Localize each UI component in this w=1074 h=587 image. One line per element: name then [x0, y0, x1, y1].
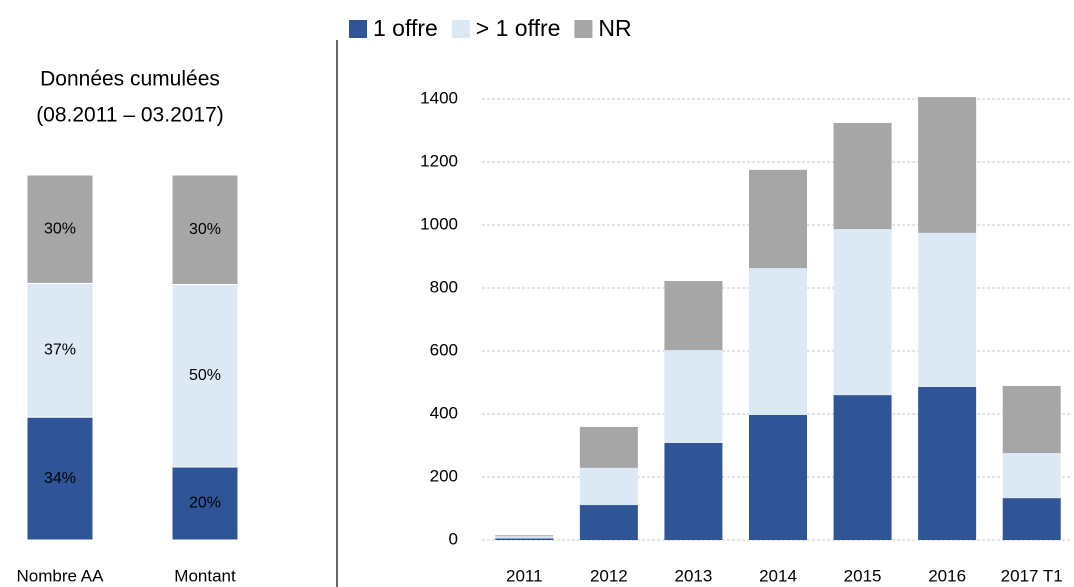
x-tick-label: 2017 T1: [1001, 566, 1063, 585]
bar-segment: [664, 442, 723, 540]
legend-swatch: [574, 20, 593, 38]
bar-segment: [1002, 453, 1061, 499]
data-label: 50%: [189, 367, 221, 384]
bar-segment: [171, 284, 239, 468]
bar-segment: [495, 538, 554, 540]
bar-segment: [495, 535, 554, 537]
bar-segment: [918, 232, 977, 387]
chart-title: Données cumulées: [40, 68, 220, 91]
bar-segment: [171, 466, 239, 541]
data-label: 34%: [44, 470, 76, 487]
x-tick-label: Montant: [174, 566, 236, 585]
bar-segment: [918, 386, 977, 540]
y-tick-label: 0: [449, 529, 458, 548]
bar-segment: [579, 467, 638, 506]
chart-title: (08.2011 – 03.2017): [36, 104, 224, 127]
y-tick-label: 1200: [420, 151, 458, 170]
bar-segment: [579, 505, 638, 540]
bar-segment: [664, 350, 723, 443]
data-label: 30%: [189, 221, 221, 238]
bar-segment: [833, 395, 892, 540]
data-label: 37%: [44, 341, 76, 358]
bar-segment: [833, 229, 892, 396]
y-tick-label: 1000: [420, 214, 458, 233]
x-tick-label: 2011: [506, 566, 543, 585]
y-tick-label: 200: [430, 466, 458, 485]
x-tick-label: 2012: [590, 566, 628, 585]
legend-swatch: [349, 20, 367, 38]
y-tick-label: 1400: [420, 88, 458, 107]
bar-segment: [749, 169, 807, 269]
bar-segment: [749, 268, 807, 415]
bar-segment: [749, 414, 807, 540]
bar-segment: [26, 174, 94, 284]
legend-label: 1 offre: [373, 15, 438, 41]
bar-segment: [918, 97, 977, 233]
x-tick-label: 2013: [675, 566, 713, 585]
y-tick-label: 800: [430, 277, 458, 296]
x-tick-label: Nombre AA: [17, 566, 105, 585]
x-tick-label: 2016: [928, 566, 966, 585]
legend-label: > 1 offre: [476, 15, 561, 41]
x-tick-label: 2014: [759, 566, 797, 585]
legend-swatch: [451, 20, 470, 38]
data-label: 30%: [44, 220, 76, 237]
bar-segment: [495, 536, 554, 539]
x-tick-label: 2015: [844, 566, 882, 585]
bar-segment: [664, 281, 723, 351]
data-label: 20%: [189, 495, 221, 512]
bar-segment: [26, 416, 94, 541]
y-tick-label: 400: [430, 403, 458, 422]
bar-segment: [171, 174, 239, 285]
bar-segment: [1002, 498, 1061, 540]
bar-segment: [1002, 385, 1061, 454]
bar-segment: [26, 282, 94, 418]
y-tick-label: 600: [430, 340, 458, 359]
legend-label: NR: [598, 15, 631, 41]
bar-segment: [579, 426, 638, 468]
bar-segment: [833, 122, 892, 230]
